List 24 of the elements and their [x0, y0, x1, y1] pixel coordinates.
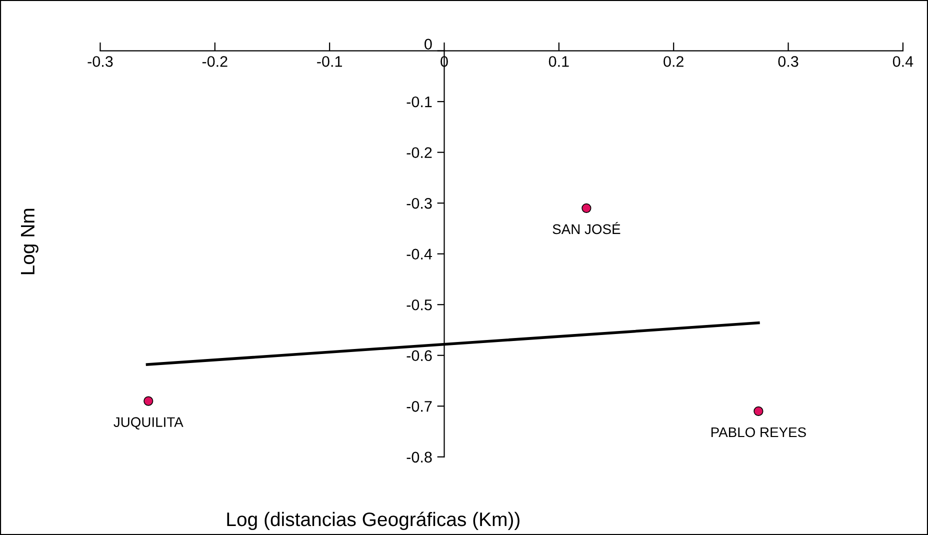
y-tick-label: 0	[424, 38, 432, 50]
y-axis-title: Log Nm	[21, 208, 38, 274]
annotation: PABLO REYES	[711, 427, 806, 438]
point	[754, 406, 764, 416]
point	[582, 203, 592, 213]
point	[144, 396, 154, 406]
x-tick-label: 0.3	[778, 56, 798, 67]
y-tick-label: -0.5	[406, 299, 432, 310]
y-tick-label: -0.3	[406, 198, 432, 209]
y-tick-label: -0.7	[406, 401, 432, 412]
x-tick-label: 0.4	[892, 56, 914, 67]
y-tick-label: -0.4	[406, 248, 432, 260]
y-tick-label: -0.2	[406, 147, 432, 158]
annotation: JUQUILITA	[114, 417, 184, 430]
x-tick-label: -0.3	[88, 56, 113, 67]
y-tick-label: -0.1	[406, 96, 432, 108]
y-tick-label: -0.6	[406, 350, 432, 362]
annotation: SAN JOSÉ	[552, 222, 620, 234]
x-tick-label: -0.1	[317, 56, 342, 67]
y-tick-label: -0.8	[406, 452, 432, 463]
x-tick-label: 0.1	[548, 56, 569, 67]
x-tick-label: 0.2	[664, 56, 684, 67]
x-axis-title: Log (distancias Geográficas (Km))	[227, 512, 520, 530]
x-tick-label: -0.2	[202, 56, 228, 67]
